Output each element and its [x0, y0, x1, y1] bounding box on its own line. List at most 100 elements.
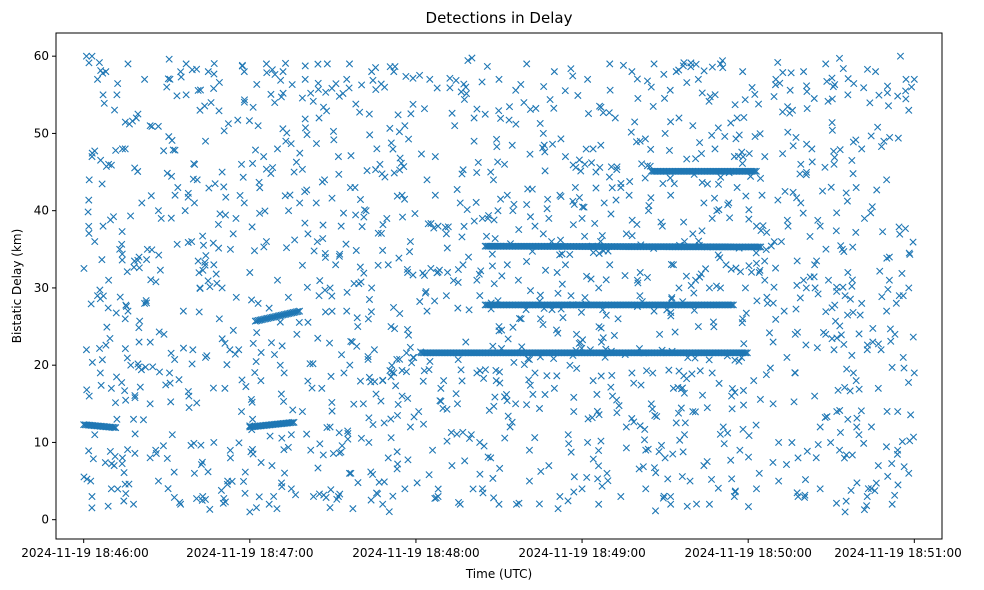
data-point-1806 — [398, 366, 406, 375]
data-point-1356 — [762, 371, 770, 379]
data-point-1765 — [680, 218, 688, 226]
data-point-738 — [650, 60, 658, 68]
data-point-1298 — [557, 192, 565, 201]
data-point-1420 — [166, 379, 174, 387]
data-point-2170 — [526, 213, 535, 221]
data-point-2272 — [810, 273, 818, 281]
data-point-1018 — [440, 377, 448, 385]
data-point-1235 — [241, 468, 249, 476]
data-point-1360 — [393, 192, 401, 200]
data-point-776 — [611, 114, 619, 122]
data-point-2067 — [316, 277, 324, 285]
data-point-2254 — [779, 150, 787, 158]
data-point-2181 — [802, 168, 811, 176]
data-point-978 — [556, 492, 564, 501]
data-point-1247 — [210, 70, 218, 78]
data-point-2221 — [195, 308, 203, 316]
data-point-1768 — [907, 411, 915, 419]
data-point-1585 — [431, 297, 439, 305]
data-point-1322 — [641, 135, 650, 143]
data-point-1946 — [97, 66, 105, 75]
data-point-992 — [863, 492, 871, 501]
data-point-1999 — [236, 191, 244, 200]
data-point-2029 — [604, 247, 612, 255]
data-point-765 — [334, 153, 343, 161]
data-point-1490 — [875, 91, 883, 99]
data-point-1034 — [625, 191, 633, 199]
data-point-2150 — [319, 234, 327, 243]
data-point-1419 — [508, 141, 516, 149]
data-point-1875 — [536, 119, 544, 128]
data-point-1168 — [454, 304, 462, 312]
data-point-1535 — [410, 413, 418, 421]
y-tick-label-50: 50 — [34, 126, 49, 140]
data-point-1823 — [665, 366, 673, 374]
data-point-1871 — [433, 84, 441, 92]
data-point-1797 — [666, 174, 674, 182]
data-point-1151 — [365, 295, 374, 304]
data-point-2268 — [501, 434, 509, 442]
y-axis-label: Bistatic Delay (km) — [10, 229, 24, 344]
data-point-985 — [705, 500, 714, 508]
data-point-1803 — [464, 56, 472, 65]
data-point-853 — [514, 276, 522, 284]
data-point-1746 — [197, 441, 205, 449]
data-point-1681 — [628, 414, 636, 423]
data-point-1447 — [567, 448, 575, 456]
data-point-1973 — [607, 163, 615, 171]
data-point-871 — [883, 307, 891, 315]
data-point-1251 — [713, 207, 721, 215]
data-point-1293 — [184, 189, 192, 197]
data-point-778 — [661, 129, 669, 138]
data-point-1583 — [850, 79, 858, 88]
data-point-1324 — [103, 323, 111, 331]
data-point-1972 — [570, 200, 578, 209]
data-point-2277 — [155, 251, 163, 259]
data-point-1712 — [857, 407, 865, 415]
data-point-742 — [739, 68, 747, 76]
data-point-1619 — [98, 356, 106, 364]
data-point-1564 — [751, 90, 759, 98]
data-point-1860 — [684, 353, 692, 362]
data-point-741 — [716, 60, 725, 68]
data-point-1815 — [120, 469, 128, 477]
data-point-1052 — [811, 261, 819, 269]
data-point-968 — [287, 485, 295, 493]
data-point-1749 — [118, 240, 126, 248]
data-point-1390 — [89, 455, 97, 463]
data-point-2225 — [690, 289, 698, 297]
data-point-934 — [428, 446, 437, 454]
data-point-1766 — [472, 198, 480, 206]
data-point-1722 — [823, 413, 831, 421]
data-point-1843 — [404, 331, 413, 339]
data-point-971 — [379, 500, 387, 508]
data-point-856 — [572, 330, 581, 338]
data-point-1326 — [697, 150, 706, 158]
data-point-1550 — [898, 438, 906, 446]
data-point-966 — [246, 508, 254, 516]
data-point-1400 — [567, 65, 575, 73]
data-point-1007 — [271, 98, 279, 107]
data-point-782 — [761, 153, 769, 161]
data-point-1108 — [347, 469, 355, 477]
data-point-1520 — [443, 268, 452, 276]
data-point-987 — [752, 485, 761, 493]
data-point-837 — [215, 315, 223, 323]
data-point-1187 — [409, 100, 417, 108]
data-point-1166 — [824, 97, 832, 105]
data-point-1100 — [714, 124, 722, 132]
data-point-1974 — [793, 328, 802, 336]
data-point-771 — [470, 137, 478, 145]
data-point-1197 — [309, 360, 317, 368]
data-point-2266 — [131, 449, 139, 457]
data-point-1341 — [487, 305, 495, 313]
data-point-1357 — [404, 456, 412, 464]
data-point-1499 — [253, 329, 261, 337]
data-point-916 — [910, 369, 918, 377]
data-point-2085 — [350, 279, 358, 288]
data-point-1254 — [220, 494, 228, 503]
data-point-1887 — [728, 475, 736, 483]
data-point-2051 — [352, 100, 360, 108]
data-point-726 — [323, 60, 331, 68]
data-point-1242 — [883, 89, 891, 97]
